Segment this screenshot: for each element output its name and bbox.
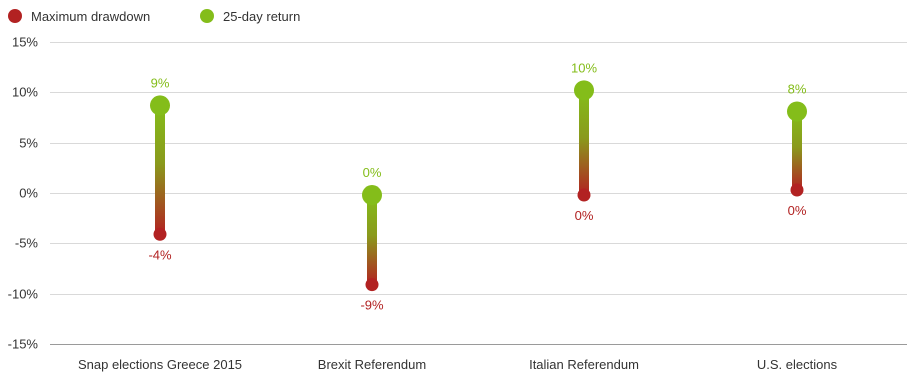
return-label-2: 10% [571,60,597,75]
drawdown-label-0: -4% [148,247,172,262]
range-bar-3 [792,111,802,190]
drawdown-point-1 [365,278,379,292]
x-category-label-2: Italian Referendum [529,357,639,372]
drawdown-label-2: 0% [575,208,594,223]
range-bar-2 [579,90,589,196]
x-category-label-1: Brexit Referendum [318,357,426,372]
drawdown-point-3 [790,183,804,197]
x-axis: Snap elections Greece 2015 Brexit Referen… [78,357,838,372]
return-point-3 [787,101,807,122]
grid [50,42,907,345]
return-label-0: 9% [151,75,170,90]
y-tick-label-3: 0% [19,186,38,201]
return-label-1: 0% [363,165,382,180]
legend-label-1: 25-day return [223,9,300,24]
plot-area: -4% 9% -9% 0% 0% 10% 0% 8% [148,60,807,313]
return-point-1 [362,185,382,206]
legend-marker-0 [8,9,22,23]
drawdown-label-1: -9% [360,298,384,313]
drawdown-point-2 [577,188,591,202]
y-axis: 15% 10% 5% 0% -5% -10% -15% [8,35,39,352]
legend-marker-1 [200,9,214,23]
y-tick-label-4: -5% [15,236,39,251]
legend: Maximum drawdown 25-day return [8,9,300,24]
y-tick-label-6: -15% [8,337,39,352]
y-tick-label-2: 5% [19,136,38,151]
drawdown-point-0 [153,227,167,241]
range-bar-0 [155,105,165,235]
y-tick-label-0: 15% [12,35,38,50]
x-category-label-3: U.S. elections [757,357,838,372]
drawdown-label-3: 0% [788,203,807,218]
y-tick-label-5: -10% [8,287,39,302]
return-point-2 [574,80,594,101]
return-point-0 [150,95,170,116]
return-label-3: 8% [788,81,807,96]
x-category-label-0: Snap elections Greece 2015 [78,357,242,372]
y-tick-label-1: 10% [12,85,38,100]
legend-label-0: Maximum drawdown [31,9,150,24]
range-bar-1 [367,195,377,285]
